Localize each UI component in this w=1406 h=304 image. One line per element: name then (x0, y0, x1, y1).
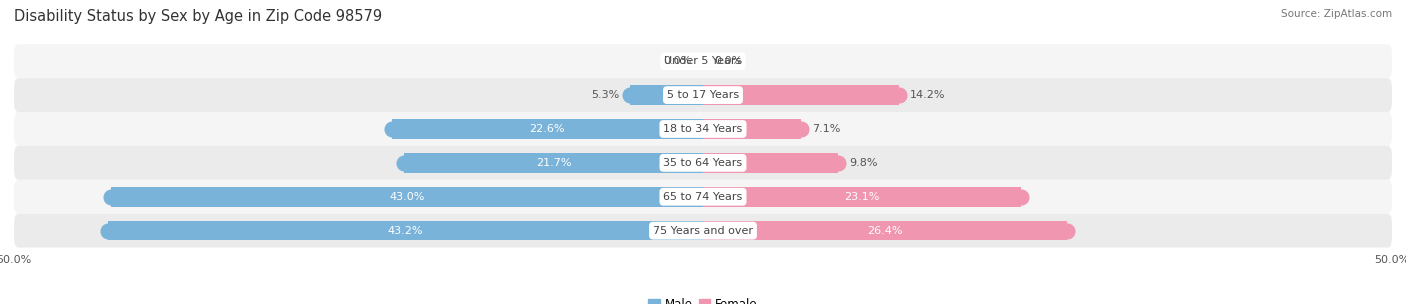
Text: 5.3%: 5.3% (591, 90, 619, 100)
Text: 14.2%: 14.2% (910, 90, 945, 100)
Text: 22.6%: 22.6% (530, 124, 565, 134)
Text: 43.2%: 43.2% (388, 226, 423, 236)
Text: 18 to 34 Years: 18 to 34 Years (664, 124, 742, 134)
Text: 5 to 17 Years: 5 to 17 Years (666, 90, 740, 100)
FancyBboxPatch shape (14, 146, 1392, 180)
Text: 9.8%: 9.8% (849, 158, 877, 168)
Legend: Male, Female: Male, Female (644, 293, 762, 304)
Text: 43.0%: 43.0% (389, 192, 425, 202)
Bar (703, 187, 1021, 207)
Bar (111, 187, 703, 207)
FancyBboxPatch shape (14, 44, 1392, 78)
Text: 65 to 74 Years: 65 to 74 Years (664, 192, 742, 202)
Text: Under 5 Years: Under 5 Years (665, 56, 741, 66)
Text: Disability Status by Sex by Age in Zip Code 98579: Disability Status by Sex by Age in Zip C… (14, 9, 382, 24)
Bar (703, 221, 1067, 240)
Text: 7.1%: 7.1% (811, 124, 841, 134)
Text: 35 to 64 Years: 35 to 64 Years (664, 158, 742, 168)
Text: 23.1%: 23.1% (845, 192, 880, 202)
Bar (703, 85, 898, 105)
Bar (703, 119, 801, 139)
Text: Source: ZipAtlas.com: Source: ZipAtlas.com (1281, 9, 1392, 19)
Bar (108, 221, 703, 240)
Text: 75 Years and over: 75 Years and over (652, 226, 754, 236)
Bar (703, 153, 838, 173)
Text: 0.0%: 0.0% (714, 56, 742, 66)
FancyBboxPatch shape (14, 180, 1392, 214)
Text: 21.7%: 21.7% (536, 158, 571, 168)
Bar (404, 153, 703, 173)
FancyBboxPatch shape (14, 214, 1392, 247)
Text: 0.0%: 0.0% (664, 56, 692, 66)
Text: 26.4%: 26.4% (868, 226, 903, 236)
FancyBboxPatch shape (14, 78, 1392, 112)
FancyBboxPatch shape (14, 112, 1392, 146)
Bar (630, 85, 703, 105)
Bar (392, 119, 703, 139)
